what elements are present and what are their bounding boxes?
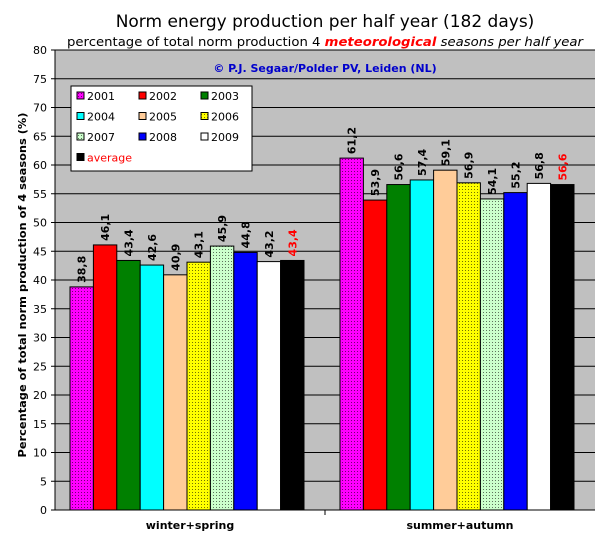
bar-texture: [187, 262, 211, 510]
data-label: 56,9: [463, 152, 476, 179]
y-tick-label: 20: [33, 389, 47, 402]
y-tick-label: 35: [33, 303, 47, 316]
x-category-label: winter+spring: [146, 519, 234, 532]
data-label: 56,6: [393, 153, 406, 180]
data-label: 61,2: [346, 127, 359, 154]
legend-swatch-2008: [138, 132, 147, 141]
legend-swatch-2005: [138, 112, 147, 120]
legend-swatch-2002: [138, 91, 147, 100]
data-label: 42,6: [146, 234, 159, 261]
bar-average-winter+spring: [280, 259, 305, 511]
bar-texture: [340, 158, 364, 510]
bar-2005-summer+autumn: [433, 169, 458, 511]
bar-2008-winter+spring: [233, 251, 258, 511]
subtitle-suffix: seasons per half year: [436, 34, 584, 49]
data-label: 53,9: [369, 169, 382, 196]
y-tick-label: 80: [33, 44, 47, 57]
bar-average-summer+autumn: [550, 184, 575, 511]
legend-swatch-texture: [77, 133, 84, 140]
y-tick-label: 50: [33, 217, 47, 230]
bar-2002-winter+spring: [92, 244, 118, 511]
bar-2009-winter+spring: [256, 261, 282, 511]
x-axis-categories: winter+spring summer+autumn: [146, 519, 514, 532]
bar-texture: [70, 286, 94, 510]
bar-2002-summer+autumn: [362, 199, 388, 511]
data-label: 38,8: [76, 256, 89, 283]
bar-2003-summer+autumn: [386, 184, 411, 511]
y-tick-label: 40: [33, 274, 47, 287]
data-label: 54,1: [486, 168, 499, 195]
data-label: 46,1: [99, 214, 112, 241]
legend-label-2002: 2002: [149, 90, 177, 103]
x-category-label: summer+autumn: [406, 519, 513, 532]
data-label: 56,6: [556, 153, 569, 180]
annotation: © P.J. Segaar/Polder PV, Leiden (NL): [213, 62, 436, 75]
data-label: 55,2: [510, 161, 523, 188]
y-tick-label: 75: [33, 73, 47, 86]
data-label: 43,1: [193, 231, 206, 258]
chart-subtitle: percentage of total norm production 4 me…: [67, 34, 584, 49]
bar-2004-winter+spring: [139, 264, 165, 511]
bar-2008-summer+autumn: [503, 192, 528, 511]
data-label: 59,1: [439, 139, 452, 166]
subtitle-emphasis: meteorological: [325, 34, 437, 49]
y-tick-label: 30: [33, 332, 47, 345]
legend-label-2004: 2004: [87, 111, 115, 124]
bar-2003-winter+spring: [116, 259, 141, 511]
data-label: 43,4: [123, 229, 136, 256]
legend-label-2007: 2007: [87, 131, 115, 144]
legend-swatch-2004: [76, 112, 85, 120]
legend-swatch-texture: [201, 112, 208, 120]
y-tick-label: 25: [33, 360, 47, 373]
data-label: 56,8: [533, 152, 546, 179]
legend-swatch-texture: [77, 92, 84, 99]
legend-items: 2001 2002 2003 2004 2005 2006 2007 2008 2009 aver…: [76, 90, 239, 165]
bars: [69, 157, 575, 511]
y-tick-label: 5: [40, 475, 47, 488]
data-label: 40,9: [169, 244, 182, 271]
subtitle-prefix: percentage of total norm production 4: [67, 34, 325, 49]
data-label: 43,2: [263, 230, 276, 257]
y-tick-label: 60: [33, 159, 47, 172]
y-tick-label: 55: [33, 188, 47, 201]
legend-swatch-2009: [200, 132, 209, 141]
bar-texture: [480, 198, 504, 511]
bar-texture: [210, 246, 234, 510]
y-tick-label: 0: [40, 504, 47, 517]
legend-label-2001: 2001: [87, 90, 115, 103]
legend-label-2006: 2006: [211, 111, 239, 124]
data-label: 44,8: [240, 221, 253, 248]
bar-2005-winter+spring: [163, 274, 188, 511]
legend-label-2008: 2008: [149, 131, 177, 144]
legend-label-2005: 2005: [149, 111, 177, 124]
y-axis-ticks: 0 5 10 15 20 25 30 35 40 45 50 55 60 65 70 75 80: [33, 44, 55, 517]
y-tick-label: 70: [33, 102, 47, 115]
data-label: 57,4: [416, 148, 429, 175]
data-label: 43,4: [286, 229, 299, 256]
y-tick-label: 65: [33, 130, 47, 143]
legend-label-2009: 2009: [211, 131, 239, 144]
bar-labels: 38,8 46,1 43,4 42,6 40,9 43,1 45,9 44,8 43,2 43,4…: [76, 127, 570, 283]
y-tick-label: 45: [33, 245, 47, 258]
legend-box: [70, 85, 253, 172]
chart-title: Norm energy production per half year (18…: [116, 12, 535, 32]
legend-label-average: average: [87, 152, 132, 165]
legend-swatch-2003: [200, 91, 209, 100]
y-tick-label: 10: [33, 447, 47, 460]
bar-texture: [457, 182, 481, 510]
data-label: 45,9: [216, 215, 229, 242]
legend-swatch-average: [76, 153, 85, 161]
bar-2009-summer+autumn: [526, 182, 552, 511]
y-axis-label: Percentage of total norm production of 4…: [16, 113, 29, 458]
y-tick-label: 15: [33, 418, 47, 431]
legend: 2001 2002 2003 2004 2005 2006 2007 2008 2009 aver…: [70, 85, 253, 172]
legend-label-2003: 2003: [211, 90, 239, 103]
bar-2004-summer+autumn: [409, 179, 435, 511]
